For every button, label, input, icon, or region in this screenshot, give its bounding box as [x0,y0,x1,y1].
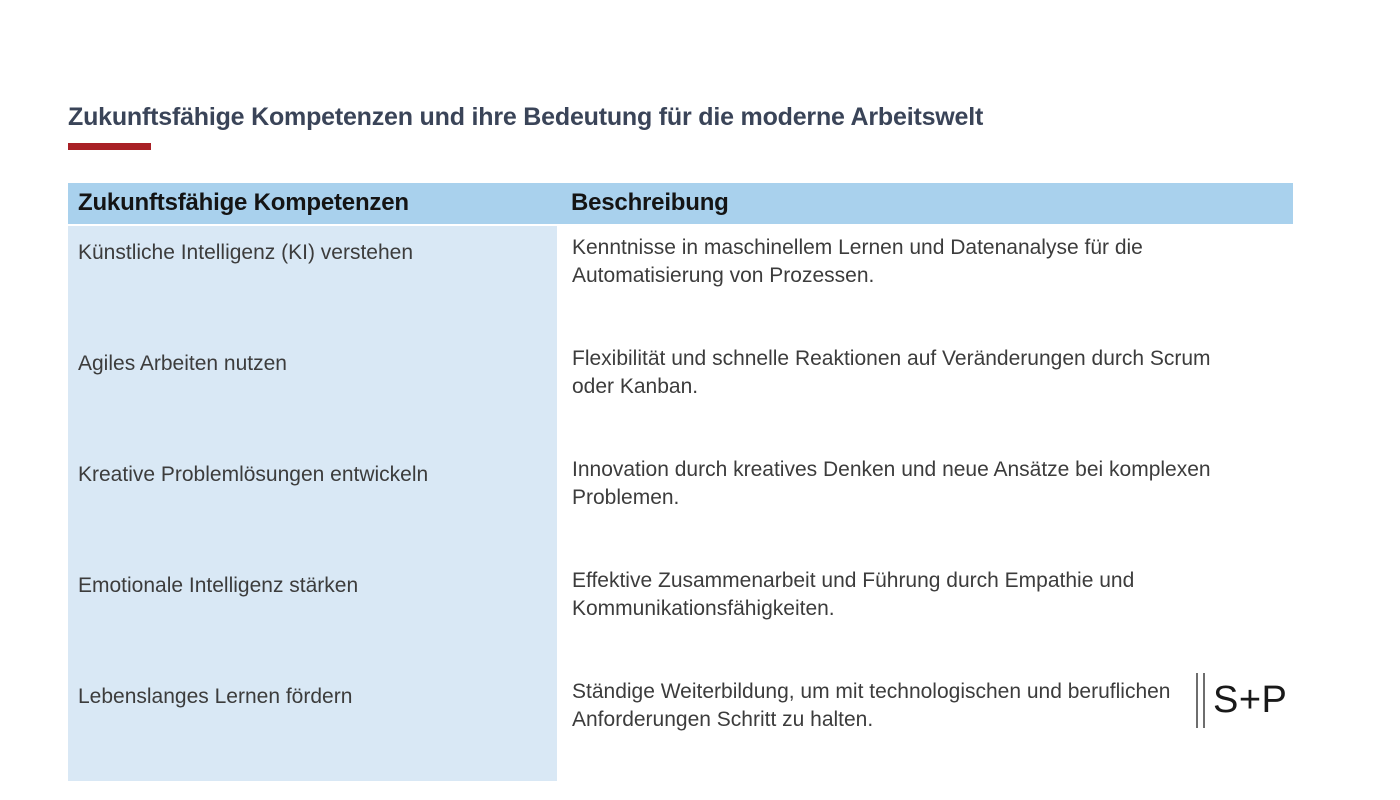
logo-bar-icon [1203,672,1205,728]
slide-title: Zukunftsfähige Kompetenzen und ihre Bede… [68,102,984,131]
header-description: Beschreibung [558,183,1293,226]
sp-logo: S+P [1196,672,1287,728]
description-cell: Innovation durch kreatives Denken und ne… [558,448,1293,559]
competency-cell: Agiles Arbeiten nutzen [68,337,559,448]
logo-text: S+P [1213,678,1288,721]
table-row: Künstliche Intelligenz (KI) verstehen Ke… [68,225,1293,337]
competencies-table: Zukunftsfähige Kompetenzen Beschreibung … [68,183,1293,781]
competency-cell: Kreative Problemlösungen entwickeln [68,448,559,559]
header-row: Zukunftsfähige Kompetenzen Beschreibung [68,183,1293,226]
table-row: Agiles Arbeiten nutzen Flexibilität und … [68,337,1293,448]
table-body: Künstliche Intelligenz (KI) verstehen Ke… [68,225,1293,781]
description-cell: Effektive Zusammenarbeit und Führung dur… [558,559,1293,670]
table-header: Zukunftsfähige Kompetenzen Beschreibung [68,183,1293,226]
description-cell: Ständige Weiterbildung, um mit technolog… [558,670,1293,781]
description-cell: Kenntnisse in maschinellem Lernen und Da… [558,225,1293,337]
competency-cell: Emotionale Intelligenz stärken [68,559,559,670]
logo-bar-icon [1196,672,1198,728]
description-cell: Flexibilität und schnelle Reaktionen auf… [558,337,1293,448]
competency-cell: Lebenslanges Lernen fördern [68,670,559,781]
header-competencies: Zukunftsfähige Kompetenzen [68,183,558,226]
table-row: Kreative Problemlösungen entwickeln Inno… [68,448,1293,559]
table-row: Emotionale Intelligenz stärken Effektive… [68,559,1293,670]
title-accent-bar [68,143,151,150]
table-row: Lebenslanges Lernen fördern Ständige Wei… [68,670,1293,781]
competency-cell: Künstliche Intelligenz (KI) verstehen [68,225,559,337]
